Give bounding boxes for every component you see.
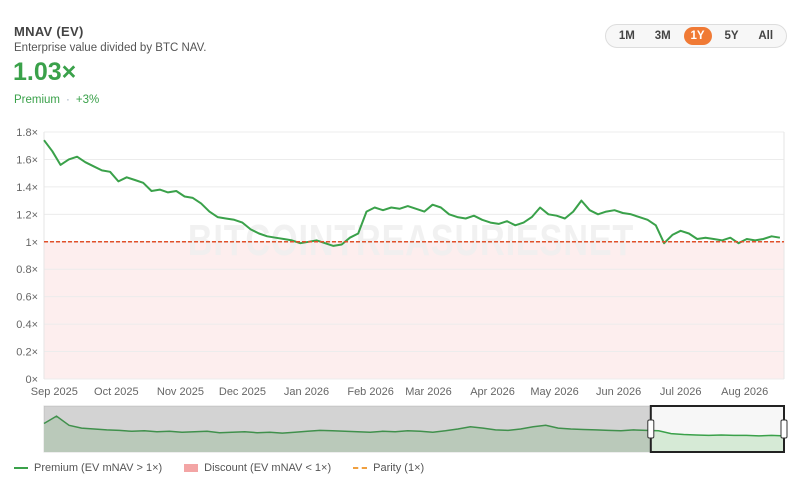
range-1y-button[interactable]: 1Y xyxy=(683,27,712,45)
range-all-button[interactable]: All xyxy=(758,30,774,42)
legend-discount-label: Discount (EV mNAV < 1×) xyxy=(204,462,332,474)
legend-parity[interactable]: Parity (1×) xyxy=(353,462,424,474)
x-tick-label: Jul 2026 xyxy=(660,386,702,398)
x-tick-label: Oct 2025 xyxy=(94,386,139,398)
x-tick-label: Aug 2026 xyxy=(721,386,768,398)
x-tick-label: Dec 2025 xyxy=(219,386,266,398)
navigator-left-handle[interactable] xyxy=(647,419,655,439)
y-tick-label: 0.2× xyxy=(16,347,38,359)
navigator-line xyxy=(43,415,785,437)
x-tick-label: Feb 2026 xyxy=(347,386,393,398)
y-tick-label: 0× xyxy=(25,374,38,386)
range-navigator[interactable] xyxy=(43,405,788,453)
x-tick-label: Jun 2026 xyxy=(596,386,641,398)
y-tick-label: 1.8× xyxy=(16,127,38,139)
y-tick-label: 1.4× xyxy=(16,182,38,194)
y-tick-label: 0.8× xyxy=(16,264,38,276)
discount-swatch xyxy=(184,464,199,472)
x-tick-label: Nov 2025 xyxy=(157,386,204,398)
watermark: BITCOINTREASURIESNET xyxy=(188,216,634,265)
y-tick-label: 1.2× xyxy=(16,209,38,221)
range-3m-button[interactable]: 3M xyxy=(654,30,671,42)
x-tick-label: Apr 2026 xyxy=(470,386,515,398)
navigator-right-handle[interactable] xyxy=(780,419,788,439)
status-label: Premium xyxy=(14,94,61,106)
legend-premium[interactable]: Premium (EV mNAV > 1×) xyxy=(14,462,162,474)
premium-swatch xyxy=(14,467,28,469)
range-selector: 1M 3M 1Y 5Y All xyxy=(605,24,787,48)
x-tick-label: May 2026 xyxy=(530,386,578,398)
separator-dot: · xyxy=(66,94,70,106)
chart-subtitle: Enterprise value divided by BTC NAV. xyxy=(14,42,207,54)
chart-title: MNAV (EV) xyxy=(14,24,84,39)
y-tick-label: 1.6× xyxy=(16,154,38,166)
y-tick-label: 1× xyxy=(25,237,38,249)
x-tick-label: Mar 2026 xyxy=(405,386,451,398)
y-tick-label: 0.4× xyxy=(16,319,38,331)
legend-parity-label: Parity (1×) xyxy=(373,462,425,474)
legend-discount[interactable]: Discount (EV mNAV < 1×) xyxy=(184,462,331,474)
range-1m-button[interactable]: 1M xyxy=(618,30,635,42)
mnav-chart[interactable]: 0× 0.2× 0.4× 0.6× 0.8× 1× 1.2× 1.4× 1.6× 1.8× Sep … xyxy=(0,115,800,460)
legend-premium-label: Premium (EV mNAV > 1×) xyxy=(34,462,163,474)
navigator-area xyxy=(44,416,784,452)
current-mnav-value: 1.03× xyxy=(13,58,77,86)
x-tick-label: Jan 2026 xyxy=(284,386,329,398)
navigator-unselected-mask xyxy=(44,406,651,452)
discount-region xyxy=(44,241,784,379)
premium-series-line xyxy=(43,139,781,247)
parity-swatch xyxy=(353,467,368,469)
x-tick-label: Sep 2025 xyxy=(31,386,78,398)
y-tick-label: 0.6× xyxy=(16,292,38,304)
chart-legend: Premium (EV mNAV > 1×) Discount (EV mNAV… xyxy=(14,462,446,474)
range-5y-button[interactable]: 5Y xyxy=(724,30,739,42)
status-change: +3% xyxy=(75,94,100,106)
premium-status: Premium · +3% xyxy=(14,94,99,106)
